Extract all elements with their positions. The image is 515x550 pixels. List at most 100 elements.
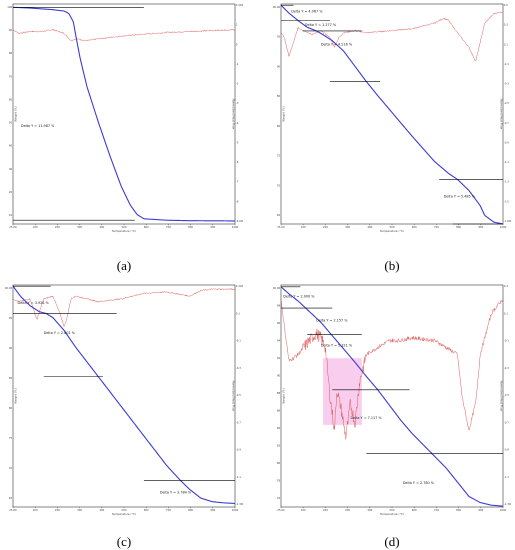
tga-curve [280, 4, 504, 225]
y-tick-label: 88 [277, 391, 281, 395]
x-tick-label: 800 [188, 508, 193, 512]
y2-tick-label: -0.3 [236, 366, 241, 370]
y2-tick-label: -0.1 [236, 339, 241, 343]
y2-tick-label: -2 [236, 82, 239, 86]
delta-annotation: Delta Y = 3.784 % [160, 490, 192, 494]
y2-tick-label: 0.1 [504, 42, 508, 46]
delta-annotation: Delta Y = 5.485 % [444, 195, 476, 199]
y-tick-label: 80 [277, 124, 281, 128]
y2-tick-label: -1.5 [504, 199, 509, 203]
y2-tick-label: -0.9 [236, 448, 241, 452]
delta-annotation: Delta Y = 1.277 % [305, 23, 337, 27]
y2-tick-label: -1.1 [504, 160, 509, 164]
y2-tick-label: -0.9 [504, 140, 509, 144]
y2-tick-label: 0.300 [236, 284, 243, 288]
y-tick-label: 100.00 [273, 286, 281, 290]
y-tick-label: 80 [277, 461, 281, 465]
y-tick-label: 78 [277, 479, 281, 483]
y-tick-label: 60 [9, 97, 13, 101]
x-tick-label: 800 [456, 508, 461, 512]
dsc-curve [280, 298, 503, 440]
y2-tick-label: 0 [236, 42, 238, 46]
y-tick-label: 100.00 [273, 5, 281, 9]
x-tick-label: 400 [367, 508, 372, 512]
delta-annotation: Delta Y = 7.117 % [350, 416, 382, 420]
x-axis-title: Temperature (°C) [111, 512, 136, 516]
y2-tick-label: -1.1 [504, 475, 509, 479]
y-tick-label: 20 [9, 190, 13, 194]
y2-tick-label: 0.3 [504, 284, 508, 288]
y2-tick-label: -1.3 [504, 180, 509, 184]
y-tick-label: 10 [9, 213, 13, 217]
y2-tick-label: -0.1 [504, 62, 509, 66]
plot-frame [12, 284, 236, 508]
y2-tick-label: 0.3 [504, 23, 508, 27]
chart-c: 25.00 100 200 300 400 500 600 700 800 900 1000 100.… [5, 284, 243, 516]
y-tick-label: 95 [277, 35, 281, 39]
chart-b: 25.00 100 200 300 400 500 600 700 800 900 1000 100.… [273, 3, 511, 233]
y-tick-label: 70 [277, 183, 281, 187]
plot-frame [280, 284, 504, 508]
x-tick-label: 700 [166, 225, 171, 229]
x-tick-label: 1000 [232, 225, 239, 229]
tga-curve [12, 285, 236, 504]
panel-label-c: (c) [116, 534, 132, 549]
x-tick-label: 200 [323, 225, 328, 229]
panel-label-b: (b) [384, 258, 400, 273]
y-tick-label: 100 [7, 5, 12, 9]
y-tick-label: 96 [277, 321, 281, 325]
y2-tick-label: -0.9 [504, 448, 509, 452]
y-tick-label: 80 [9, 51, 13, 55]
y2-tick-label: -0.5 [236, 393, 241, 397]
y-tick-label: 70 [9, 466, 13, 470]
y-tick-label: 65 [9, 496, 13, 500]
y-tick-label: 70 [9, 74, 13, 78]
y-tick-label: 50 [9, 121, 13, 125]
y2-tick-label: -5 [236, 140, 239, 144]
x-tick-label: 100 [301, 225, 306, 229]
y2-tick-label: -0.5 [504, 101, 509, 105]
delta-annotation: Delta Y = 4.067 % [291, 10, 323, 14]
y2-axis-title: Normalized Heat Flow [500, 381, 504, 412]
y2-tick-label: -4 [236, 121, 239, 125]
y-tick-label: 100.00 [5, 286, 13, 290]
y2-tick-label: -3 [236, 101, 239, 105]
delta-annotation: Delta Y = 2.000 % [283, 294, 315, 298]
x-tick-label: 200 [323, 508, 328, 512]
y-tick-label: 86 [277, 409, 281, 413]
y2-tick-label: -1 [236, 62, 239, 66]
delta-annotation: Delta Y = 2.801 % [44, 331, 76, 335]
y2-tick-label: 1 [236, 23, 238, 27]
y-tick-label: 85 [9, 376, 13, 380]
x-tick-label: 25.00 [277, 225, 285, 229]
y2-tick-label: 0.1 [504, 311, 508, 315]
shaded-region [323, 358, 362, 425]
x-tick-label: 1000 [232, 508, 239, 512]
x-tick-label: 600 [144, 225, 149, 229]
x-tick-label: 300 [77, 225, 82, 229]
y-tick-label: 95 [9, 316, 13, 320]
y-axis-title: Weight (%) [14, 106, 18, 121]
y-tick-label: 84 [277, 426, 281, 430]
y-tick-label: 80 [9, 406, 13, 410]
y-tick-label: 30 [9, 167, 13, 171]
tga-curve [12, 6, 235, 222]
delta-annotation: Delta Y = 2.157 % [316, 318, 348, 322]
y2-tick-label: -0.1 [504, 339, 509, 343]
y-tick-label: 92 [277, 356, 281, 360]
y2-tick-label: -0.7 [504, 121, 509, 125]
y2-tick-label: -6 [236, 160, 239, 164]
x-tick-label: 800 [456, 225, 461, 229]
x-tick-label: 600 [412, 225, 417, 229]
y2-axis-title: Normalized Heat Flow [500, 99, 504, 130]
x-tick-label: 400 [99, 225, 104, 229]
panel-c: 25.00 100 200 300 400 500 600 700 800 900 1000 100.… [5, 281, 243, 519]
x-axis-title: Temperature (°C) [111, 229, 136, 233]
x-tick-label: 600 [412, 508, 417, 512]
x-tick-label: 25.00 [9, 225, 17, 229]
chart-a: 25.00 100 200 300 400 500 600 700 800 900 10001009… [7, 3, 243, 233]
x-tick-label: 500 [390, 508, 395, 512]
x-tick-label: 100 [33, 225, 38, 229]
y-tick-label: 76 [277, 496, 281, 500]
x-tick-label: 900 [478, 225, 483, 229]
